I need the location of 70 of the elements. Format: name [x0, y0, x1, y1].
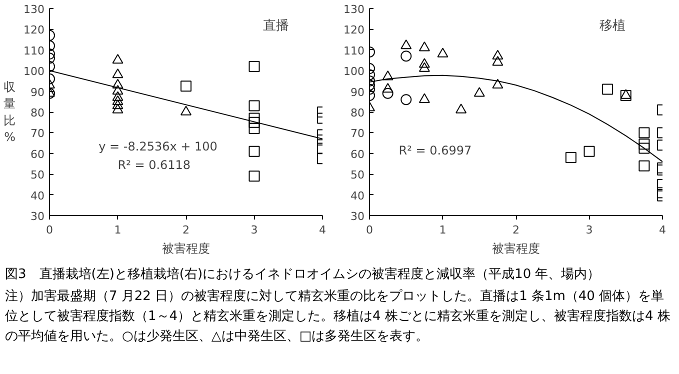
x-tick-label: 1: [439, 224, 446, 236]
x-axis-title: 被害程度: [492, 242, 540, 256]
point: [492, 56, 504, 66]
x-tick-label: 4: [319, 224, 326, 236]
annotation: y = -8.2536x + 100: [98, 139, 218, 154]
annotation: R² = 0.6997: [398, 144, 472, 158]
y-tick-label: 110: [344, 44, 365, 58]
x-tick-label: 0: [366, 224, 373, 236]
point: [437, 48, 448, 58]
y-tick-label: 40: [30, 189, 45, 202]
y-tick-label: 70: [30, 127, 45, 140]
point: [180, 106, 192, 116]
point: [418, 42, 430, 52]
point: [180, 80, 192, 92]
y-axis-title: 収量比%: [4, 80, 16, 144]
caption: 図3 直播栽培(左)と移植栽培(右)におけるイネドロオイムシの被害程度と減収率（平成10 年、場内）: [5, 266, 602, 284]
point: [248, 170, 260, 182]
point: [248, 60, 260, 72]
y-tick-label: 120: [344, 24, 365, 37]
y-tick-label: 40: [350, 189, 365, 202]
y-tick-label: 70: [350, 127, 365, 140]
annotation: R² = 0.6118: [118, 158, 191, 172]
x-tick-label: 3: [250, 224, 258, 236]
x-tick-label: 0: [46, 224, 53, 236]
point: [418, 93, 430, 103]
y-tick-label: 110: [24, 44, 45, 58]
point: [456, 104, 467, 114]
point: [492, 50, 504, 60]
y-tick-label: 90: [350, 86, 365, 99]
point: [492, 78, 504, 88]
x-tick-label: 1: [114, 224, 122, 236]
y-tick-label: 30: [350, 210, 365, 223]
y-tick-label: 60: [30, 148, 45, 161]
y-tick-label: 80: [30, 106, 45, 120]
point: [418, 58, 430, 68]
point: [248, 100, 260, 112]
point: [418, 62, 430, 72]
y-tick-label: 50: [30, 168, 45, 182]
x-tick-label: 3: [586, 224, 593, 236]
text: 直播: [263, 18, 290, 34]
point: [112, 68, 124, 78]
point: [112, 100, 124, 110]
point: [248, 123, 260, 134]
point: [474, 87, 485, 97]
point: [112, 104, 124, 114]
point: [248, 112, 260, 124]
y-tick-label: 60: [350, 148, 365, 161]
y-tick-label: 30: [30, 210, 45, 223]
point: [112, 85, 124, 95]
point: [112, 95, 124, 106]
point: [400, 39, 412, 50]
x-tick-label: 2: [182, 224, 190, 236]
y-tick-label: 100: [344, 65, 365, 78]
y-tick-label: 130: [24, 3, 45, 16]
point: [112, 54, 124, 64]
point: [112, 78, 124, 88]
y-tick-label: 80: [350, 106, 365, 120]
y-tick-label: 120: [24, 24, 45, 37]
y-tick-label: 130: [344, 3, 365, 16]
point: [112, 91, 124, 101]
y-tick-label: 50: [350, 168, 365, 182]
text: 移植: [600, 18, 626, 34]
y-tick-label: 100: [24, 65, 45, 78]
x-tick-label: 2: [512, 224, 520, 236]
text: 注）加害最盛期（7 月22 日）の被害程度に対して精玄米重の比をプロットした。直播は1 条1m（40 個体）を単位として被害程度指数（1～4）と精玄米重を測定した。移植は4 株ごとに精玄米重を測定し、被害程度指数は4 株の平均値を用いた。○は少発生区、△は中発生区、□は多発生区を表す。: [5, 288, 672, 346]
point: [248, 146, 260, 157]
x-tick-label: 4: [659, 224, 666, 236]
y-tick-label: 90: [30, 86, 45, 99]
point: [248, 116, 260, 128]
x-axis-title: 被害程度: [162, 242, 210, 256]
